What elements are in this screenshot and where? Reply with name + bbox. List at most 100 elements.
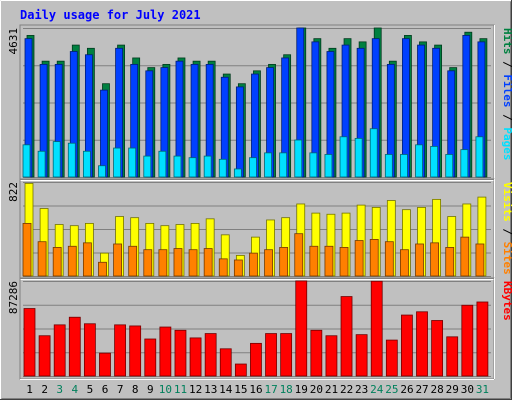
x-axis-label: 5 xyxy=(87,383,94,396)
bar-sites-13 xyxy=(203,248,213,277)
chart-panel-2: 822 Visits / Sites xyxy=(7,178,512,280)
bar-kbytes-24 xyxy=(370,280,383,377)
bar-sites-22 xyxy=(339,247,349,277)
bar-kbytes-3 xyxy=(53,324,66,377)
bar-sites-31 xyxy=(475,243,485,277)
bar-sites-7 xyxy=(113,243,122,277)
legend-separator: / xyxy=(501,108,512,128)
bar-sites-20 xyxy=(309,245,319,277)
y-axis-max-label: 822 xyxy=(7,182,20,202)
bar-pages-17 xyxy=(264,152,272,178)
x-axis-label: 10 xyxy=(159,383,172,396)
x-axis-label: 16 xyxy=(249,383,262,396)
legend-item: Hits xyxy=(501,28,512,55)
bar-pages-3 xyxy=(52,141,61,178)
series-sites xyxy=(22,222,485,277)
bar-pages-22 xyxy=(339,136,348,178)
x-axis-label: 23 xyxy=(355,383,368,396)
bar-kbytes-26 xyxy=(401,314,413,377)
bar-pages-26 xyxy=(400,154,408,178)
bar-pages-7 xyxy=(113,147,121,178)
x-axis-label: 18 xyxy=(280,383,293,396)
bar-pages-19 xyxy=(294,139,303,178)
bar-pages-12 xyxy=(188,157,197,178)
bar-pages-4 xyxy=(67,142,76,178)
bar-kbytes-5 xyxy=(83,323,96,377)
bar-pages-16 xyxy=(249,157,257,178)
bar-kbytes-15 xyxy=(234,363,247,377)
bar-sites-16 xyxy=(249,252,258,277)
x-axis-label: 8 xyxy=(132,383,139,396)
bar-sites-23 xyxy=(354,240,364,277)
bar-kbytes-7 xyxy=(114,324,126,377)
x-axis-label: 31 xyxy=(476,383,489,396)
y-axis-max-label: 87286 xyxy=(7,281,20,314)
bar-sites-17 xyxy=(264,249,273,277)
bar-kbytes-13 xyxy=(204,333,217,377)
bar-sites-12 xyxy=(188,249,198,277)
bar-pages-13 xyxy=(203,155,212,178)
bar-pages-11 xyxy=(173,155,182,178)
bar-kbytes-14 xyxy=(219,348,232,377)
bar-kbytes-1 xyxy=(23,308,36,377)
y-axis-max-label: 4631 xyxy=(7,28,20,55)
bar-sites-2 xyxy=(37,241,47,277)
bar-kbytes-19 xyxy=(295,280,308,377)
bar-pages-9 xyxy=(143,155,152,178)
x-axis-label: 9 xyxy=(147,383,154,396)
legend-item: Visits xyxy=(501,182,512,222)
bar-sites-11 xyxy=(173,248,183,277)
bar-pages-20 xyxy=(309,152,318,178)
bar-files-15 xyxy=(235,86,244,178)
bar-sites-27 xyxy=(415,243,424,277)
bar-sites-18 xyxy=(279,247,289,277)
legend: Visits / Sites xyxy=(501,182,512,275)
bar-pages-28 xyxy=(430,146,439,178)
legend-separator: / xyxy=(501,222,512,242)
bar-pages-23 xyxy=(354,137,363,178)
x-axis-label: 7 xyxy=(117,383,124,396)
legend-item: Sites xyxy=(501,242,512,275)
bar-sites-9 xyxy=(143,249,153,277)
bar-kbytes-12 xyxy=(189,337,202,377)
bar-pages-21 xyxy=(324,154,333,178)
bar-sites-26 xyxy=(400,249,409,277)
series-files xyxy=(24,27,486,178)
bar-kbytes-30 xyxy=(461,304,474,377)
bar-pages-18 xyxy=(279,152,288,178)
bar-kbytes-23 xyxy=(355,334,368,377)
chart-panel-1: 4631 Hits / Files / Pages xyxy=(7,24,512,181)
x-axis-label: 2 xyxy=(41,383,48,396)
legend: Hits / Files / Pages xyxy=(501,28,512,161)
x-axis-label: 27 xyxy=(415,383,428,396)
chart-panel-3: 87286 KBytes xyxy=(7,277,512,380)
bar-pages-6 xyxy=(98,165,106,178)
bar-pages-10 xyxy=(158,150,167,178)
x-axis-label: 30 xyxy=(461,383,474,396)
bar-pages-1 xyxy=(22,144,31,178)
bar-kbytes-16 xyxy=(250,342,262,377)
x-axis-label: 20 xyxy=(310,383,323,396)
x-axis-label: 25 xyxy=(385,383,398,396)
bar-sites-28 xyxy=(430,242,440,277)
x-axis-label: 26 xyxy=(400,383,413,396)
bar-kbytes-2 xyxy=(38,335,51,377)
legend-item: KBytes xyxy=(501,281,512,321)
bar-pages-5 xyxy=(82,150,91,178)
bar-kbytes-28 xyxy=(431,320,444,377)
series-kbytes xyxy=(23,280,489,377)
x-axis-label: 24 xyxy=(370,383,384,396)
bar-sites-6 xyxy=(98,261,107,277)
bar-kbytes-8 xyxy=(129,325,142,377)
bar-pages-30 xyxy=(460,149,469,178)
bar-pages-14 xyxy=(218,158,227,178)
x-axis-label: 21 xyxy=(325,383,338,396)
x-axis-label: 4 xyxy=(72,383,79,396)
bar-sites-3 xyxy=(52,247,62,277)
bar-kbytes-31 xyxy=(476,301,489,377)
x-axis-label: 15 xyxy=(234,383,247,396)
x-axis-label: 22 xyxy=(340,383,353,396)
bar-kbytes-22 xyxy=(340,296,353,377)
bar-pages-2 xyxy=(37,150,46,178)
